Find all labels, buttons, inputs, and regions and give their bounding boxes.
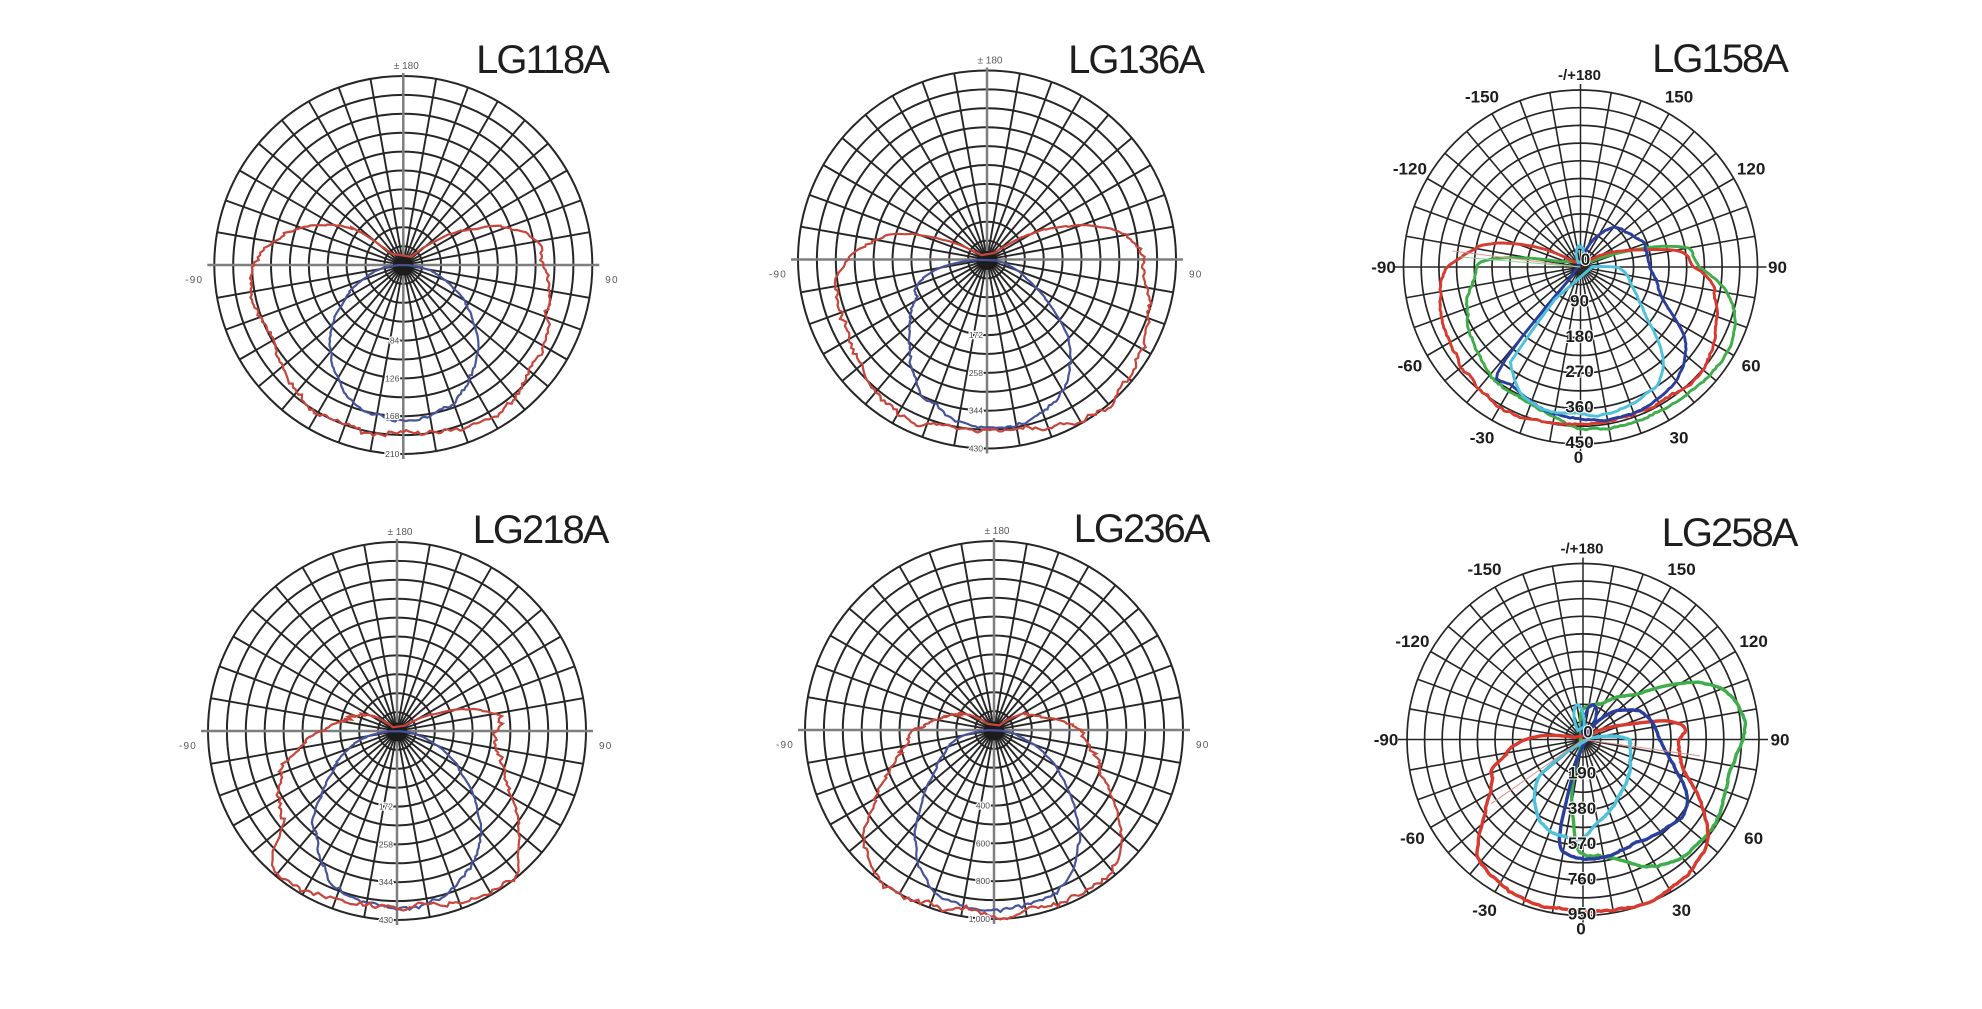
svg-text:-90: -90	[1371, 258, 1396, 277]
svg-text:-90: -90	[1374, 731, 1399, 750]
svg-text:800: 800	[976, 876, 990, 886]
svg-text:570: 570	[1568, 834, 1596, 853]
svg-text:-150: -150	[1465, 87, 1499, 106]
svg-text:-120: -120	[1393, 160, 1427, 179]
svg-text:-60: -60	[1400, 829, 1425, 848]
svg-text:120: 120	[1737, 160, 1765, 179]
svg-text:90: 90	[1768, 258, 1787, 277]
svg-text:LG218A: LG218A	[473, 508, 610, 552]
svg-text:172: 172	[379, 802, 393, 812]
svg-text:360: 360	[1565, 398, 1593, 417]
svg-text:0: 0	[1576, 920, 1585, 939]
svg-text:0: 0	[1583, 723, 1592, 742]
svg-text:LG118A: LG118A	[476, 38, 610, 82]
svg-text:-90: -90	[776, 740, 794, 751]
svg-text:90: 90	[599, 741, 613, 752]
svg-text:344: 344	[969, 406, 983, 416]
svg-text:950: 950	[1568, 905, 1596, 924]
svg-text:190: 190	[1568, 764, 1596, 783]
svg-text:90: 90	[605, 275, 619, 286]
svg-text:LG236A: LG236A	[1074, 507, 1211, 551]
svg-text:± 180: ± 180	[985, 526, 1010, 537]
svg-text:90: 90	[1771, 731, 1790, 750]
svg-text:172: 172	[969, 330, 983, 340]
svg-text:LG258A: LG258A	[1662, 511, 1799, 555]
svg-text:600: 600	[976, 838, 990, 848]
svg-text:LG158A: LG158A	[1652, 37, 1789, 81]
svg-text:-90: -90	[185, 275, 203, 286]
svg-text:-30: -30	[1470, 429, 1495, 448]
svg-text:150: 150	[1665, 87, 1693, 106]
svg-text:30: 30	[1670, 429, 1689, 448]
svg-text:120: 120	[1739, 632, 1767, 651]
svg-text:1,000: 1,000	[969, 914, 991, 924]
svg-text:-90: -90	[769, 270, 787, 281]
svg-text:60: 60	[1742, 357, 1761, 376]
svg-text:± 180: ± 180	[388, 527, 413, 538]
svg-text:270: 270	[1565, 362, 1593, 381]
svg-text:60: 60	[1744, 829, 1763, 848]
svg-text:± 180: ± 180	[978, 56, 1003, 67]
svg-text:760: 760	[1568, 869, 1596, 888]
svg-text:-/+180: -/+180	[1561, 541, 1604, 558]
svg-text:344: 344	[379, 877, 393, 887]
svg-text:90: 90	[1189, 270, 1203, 281]
svg-text:84: 84	[390, 336, 400, 346]
svg-text:-/+180: -/+180	[1558, 67, 1601, 84]
svg-text:380: 380	[1568, 799, 1596, 818]
svg-text:-60: -60	[1398, 357, 1423, 376]
svg-text:430: 430	[969, 444, 983, 454]
svg-text:450: 450	[1565, 433, 1593, 452]
svg-text:210: 210	[385, 449, 399, 459]
svg-text:90: 90	[1196, 740, 1210, 751]
svg-text:0: 0	[1574, 448, 1583, 467]
svg-text:30: 30	[1672, 901, 1691, 920]
svg-text:± 180: ± 180	[394, 61, 419, 72]
svg-text:126: 126	[385, 373, 399, 383]
svg-text:-120: -120	[1395, 632, 1429, 651]
svg-text:90: 90	[1570, 291, 1589, 310]
svg-text:180: 180	[1565, 327, 1593, 346]
svg-text:-90: -90	[179, 741, 197, 752]
svg-text:430: 430	[379, 915, 393, 925]
svg-text:-150: -150	[1467, 560, 1501, 579]
svg-text:168: 168	[385, 411, 399, 421]
svg-text:-30: -30	[1472, 901, 1497, 920]
svg-text:400: 400	[976, 801, 990, 811]
svg-text:258: 258	[969, 368, 983, 378]
svg-text:0: 0	[1581, 250, 1590, 269]
svg-text:LG136A: LG136A	[1068, 38, 1205, 82]
svg-text:258: 258	[379, 839, 393, 849]
svg-text:150: 150	[1667, 560, 1695, 579]
